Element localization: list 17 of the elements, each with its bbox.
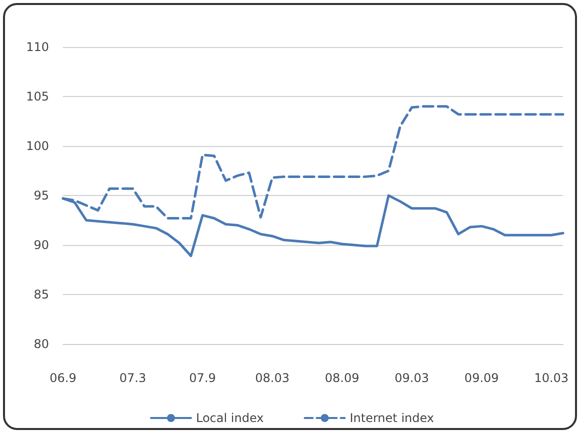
y-tick-label: 100 [26, 139, 49, 153]
legend-label: Internet index [350, 411, 434, 425]
y-tick-label: 105 [26, 90, 49, 104]
x-tick-label: 08.09 [324, 371, 360, 385]
y-tick-label: 95 [34, 188, 49, 202]
x-tick-label: 08.03 [255, 371, 290, 385]
y-tick-label: 80 [34, 337, 49, 351]
y-tick-label: 90 [34, 238, 49, 252]
x-tick-label: 06.9 [50, 371, 76, 385]
x-tick-label: 09.03 [394, 371, 430, 385]
x-tick-label: 07.9 [189, 371, 216, 385]
y-tick-label: 85 [34, 288, 49, 302]
x-tick-label: 07.3 [119, 371, 146, 385]
x-tick-label: 09.09 [464, 371, 499, 385]
legend-label: Local index [196, 411, 264, 425]
x-tick-label: 10.03 [534, 371, 569, 385]
y-tick-label: 110 [26, 40, 49, 54]
